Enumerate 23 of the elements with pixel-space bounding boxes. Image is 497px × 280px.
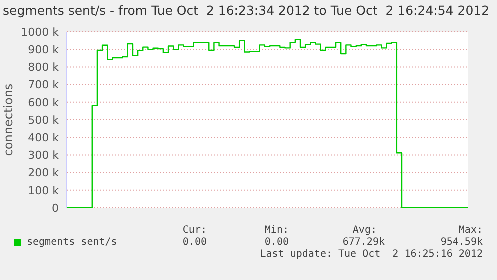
y-tick-label: 400 k	[28, 132, 60, 145]
text: 0.00	[182, 237, 207, 248]
y-tick-label: 700 k	[28, 78, 60, 92]
chart-title: segments sent/s - from Tue Oct 2 16:23:34 2012 to Tue Oct 2 16:24:54 2012	[3, 3, 490, 18]
text: Last update: Tue Oct 2 16:25:16 2012	[260, 249, 483, 260]
y-tick-label: 500 k	[28, 114, 60, 127]
y-tick-label: 600 k	[28, 96, 60, 110]
y-tick-label: 900 k	[28, 44, 60, 57]
y-tick-label: 200 k	[28, 166, 60, 180]
y-tick-label: 0	[52, 202, 59, 215]
text: Cur:	[182, 225, 207, 236]
y-tick-label: 800 k	[28, 61, 60, 74]
text: 0.00	[264, 237, 289, 248]
text: Min:	[264, 225, 289, 236]
y-tick-label: 100 k	[28, 184, 60, 198]
legend-label: segments sent/s	[27, 237, 118, 248]
text: 954.59k	[440, 237, 483, 248]
y-axis-title: connections	[1, 84, 16, 156]
text: Max:	[458, 225, 483, 236]
text: 677.29k	[342, 237, 385, 248]
y-tick-label: 300 k	[28, 149, 60, 162]
y-tick-label: 1000 k	[21, 26, 60, 39]
text: Avg:	[352, 225, 377, 236]
